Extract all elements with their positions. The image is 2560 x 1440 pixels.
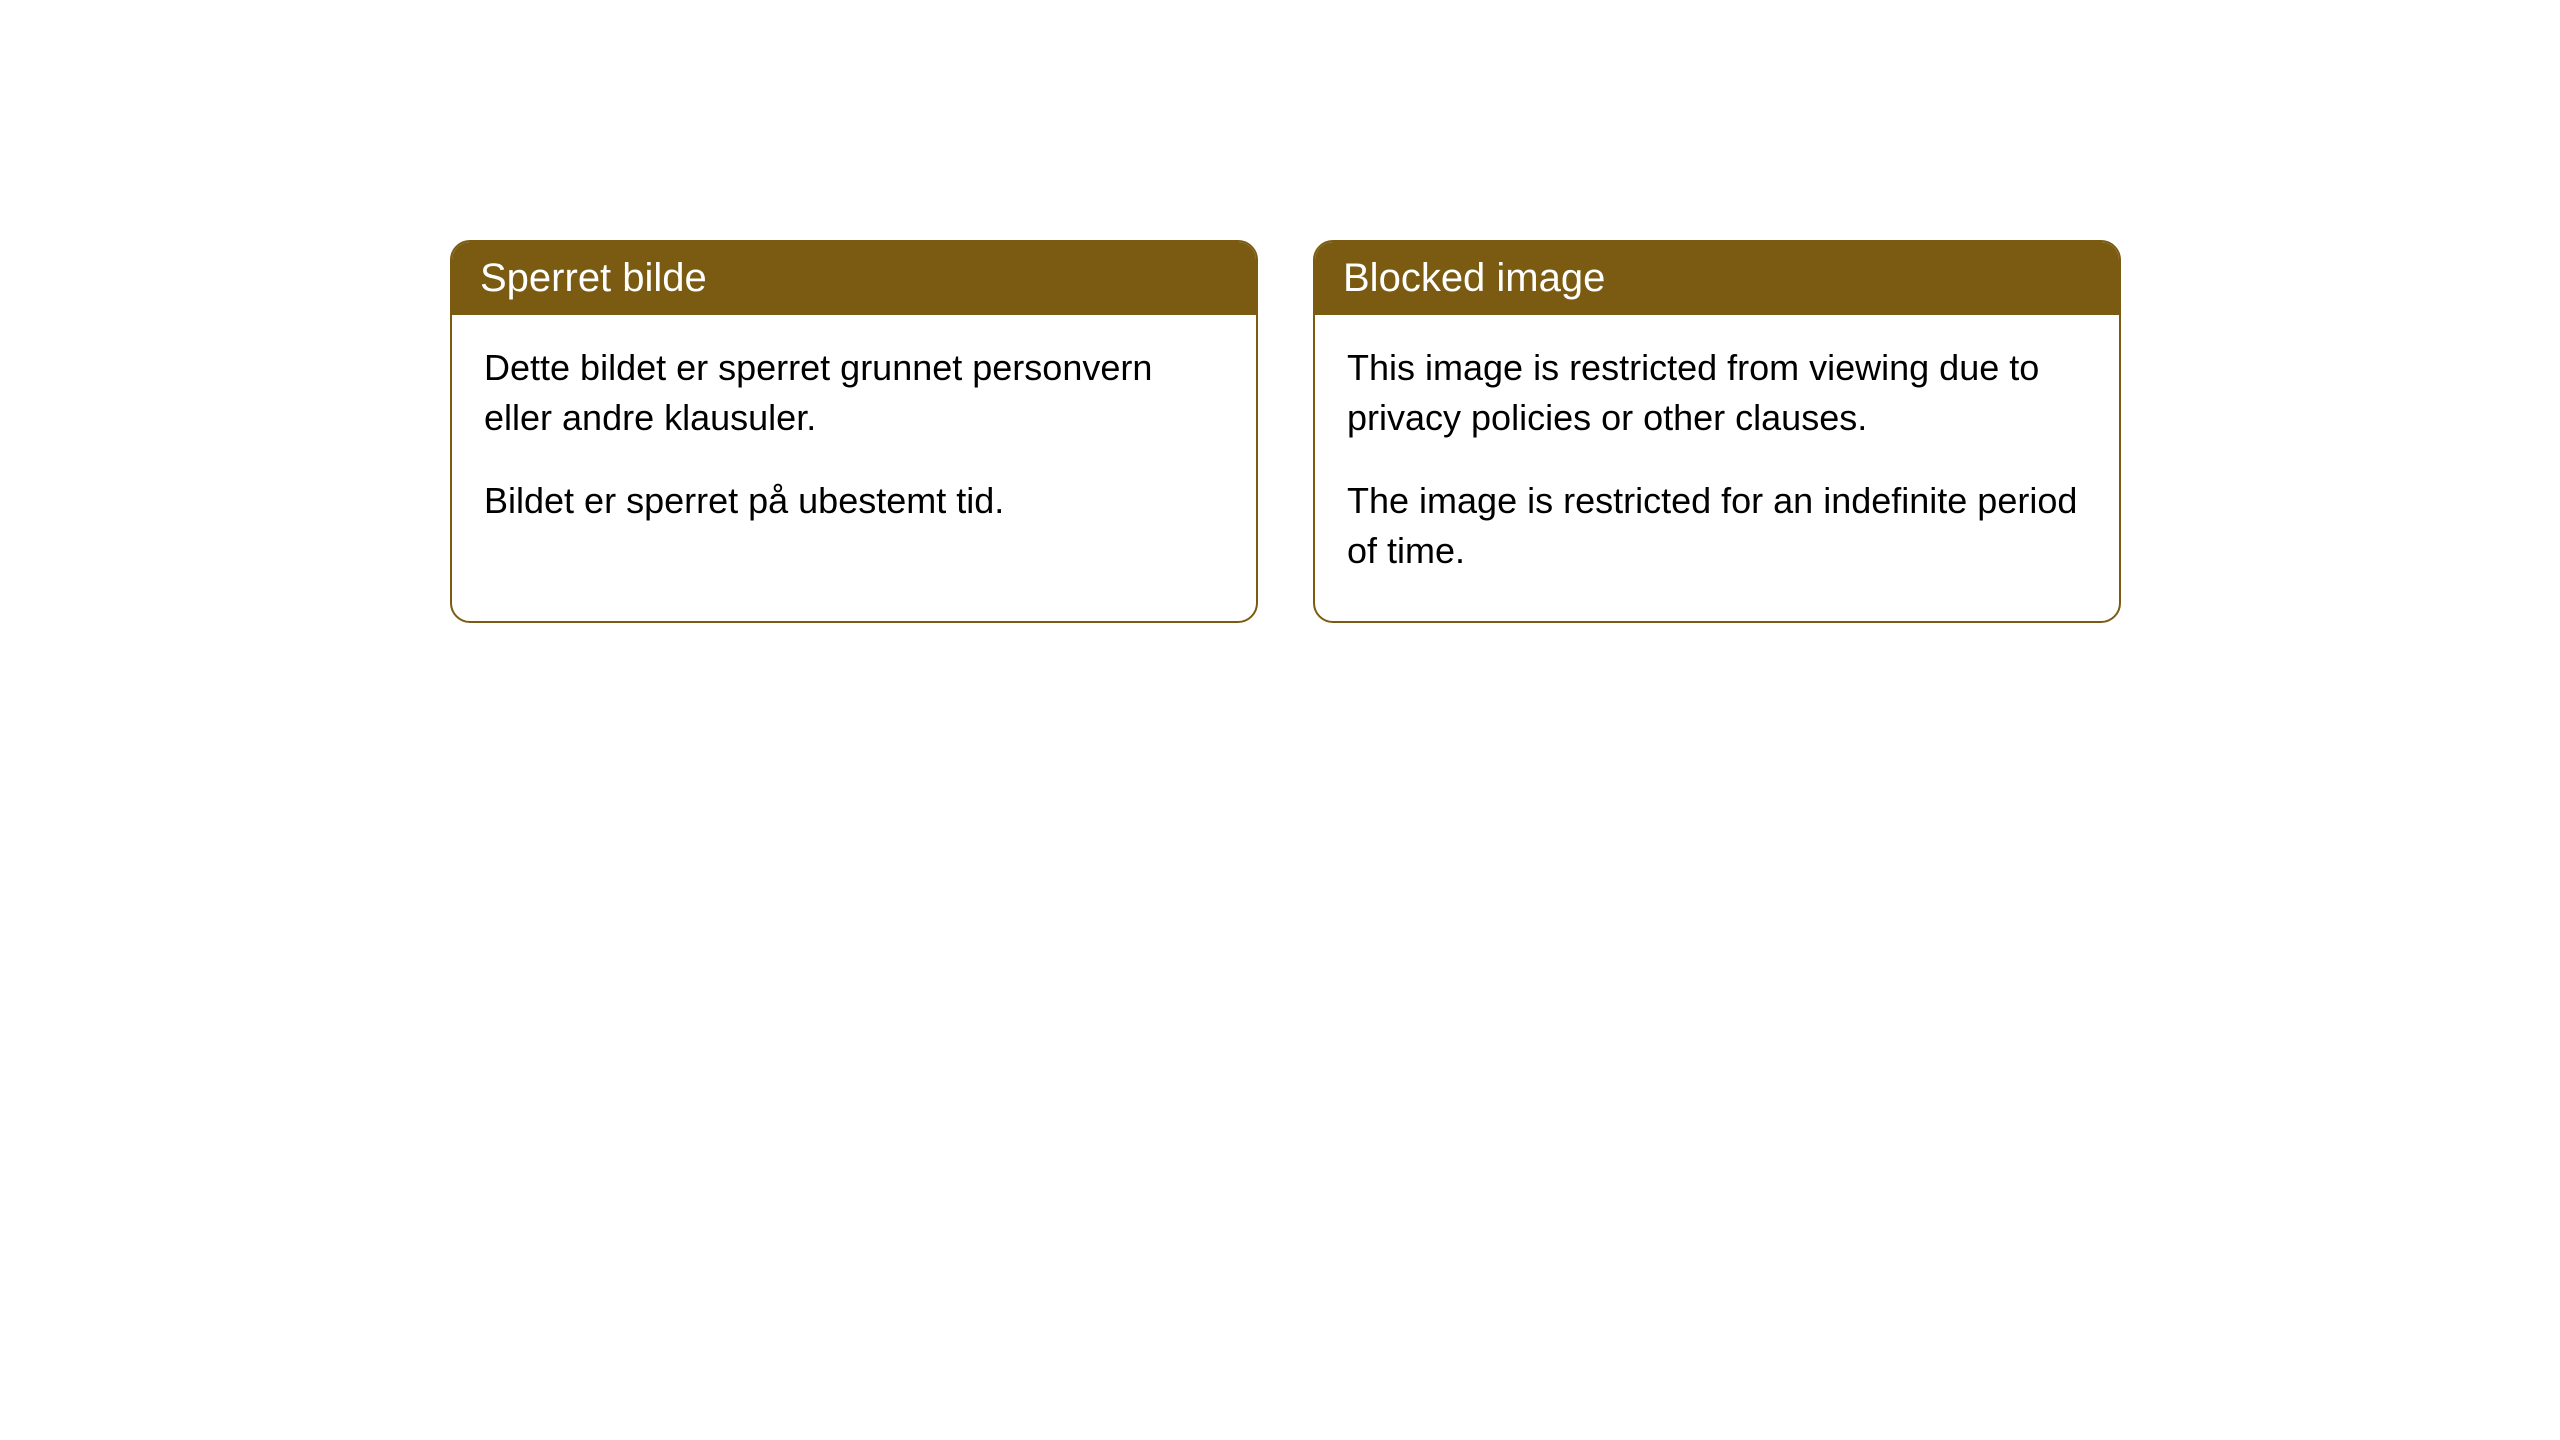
blocked-image-card-english: Blocked image This image is restricted f… <box>1313 240 2121 623</box>
card-text-right-1: This image is restricted from viewing du… <box>1347 343 2087 444</box>
cards-container: Sperret bilde Dette bildet er sperret gr… <box>450 240 2121 623</box>
card-header-right: Blocked image <box>1315 242 2119 315</box>
card-text-right-2: The image is restricted for an indefinit… <box>1347 476 2087 577</box>
card-text-left-1: Dette bildet er sperret grunnet personve… <box>484 343 1224 444</box>
card-title-left: Sperret bilde <box>480 256 707 300</box>
blocked-image-card-norwegian: Sperret bilde Dette bildet er sperret gr… <box>450 240 1258 623</box>
card-text-left-2: Bildet er sperret på ubestemt tid. <box>484 476 1224 526</box>
card-title-right: Blocked image <box>1343 256 1605 300</box>
card-body-right: This image is restricted from viewing du… <box>1315 315 2119 621</box>
card-body-left: Dette bildet er sperret grunnet personve… <box>452 315 1256 570</box>
card-header-left: Sperret bilde <box>452 242 1256 315</box>
